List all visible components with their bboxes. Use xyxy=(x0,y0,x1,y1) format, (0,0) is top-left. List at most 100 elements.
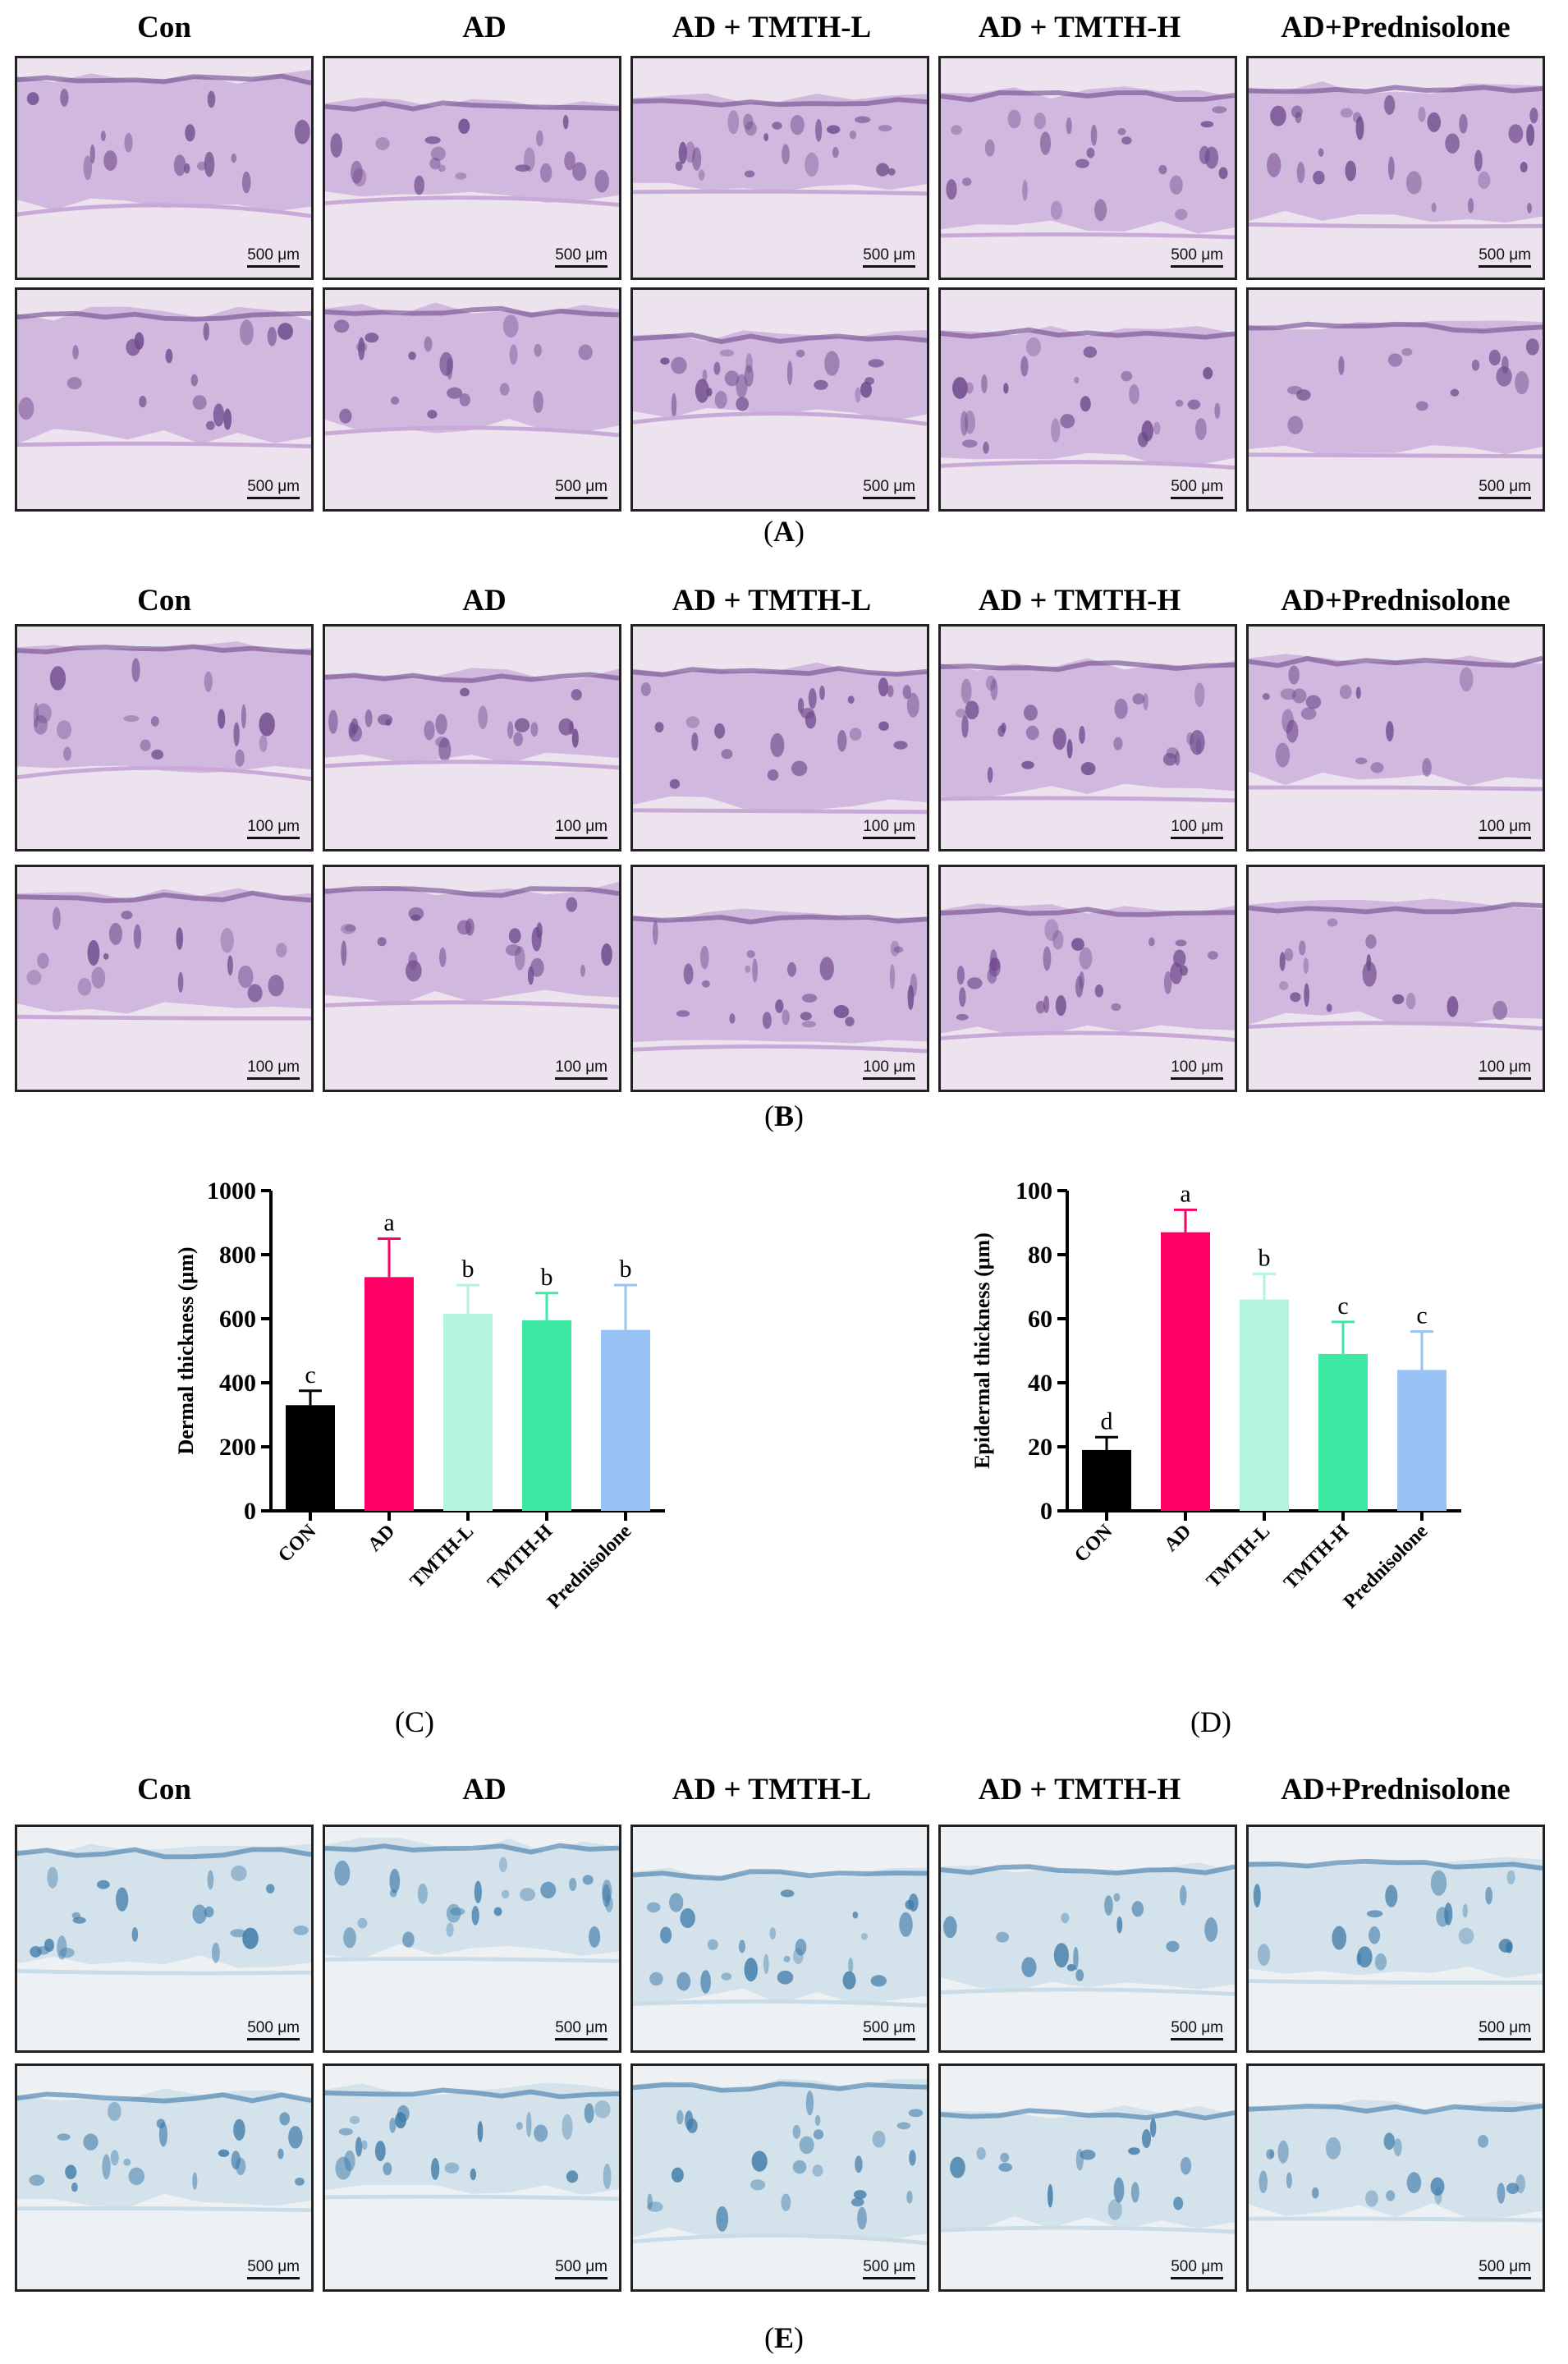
group-header-prednisolone: AD+Prednisolone xyxy=(1281,11,1511,44)
scale-bar: 500 μm xyxy=(247,2258,300,2281)
micrograph-panel: 500 μm xyxy=(1246,56,1545,280)
micrograph-panel: 500 μm xyxy=(15,2063,314,2292)
group-header-tmth-h-b: AD + TMTH-H xyxy=(978,584,1181,617)
scale-bar-line xyxy=(863,2277,915,2279)
tissue-image xyxy=(1249,1857,1543,1985)
scale-bar: 500 μm xyxy=(555,246,607,269)
group-header-tmth-h-e: AD + TMTH-H xyxy=(978,1773,1181,1806)
group-header-tmth-l: AD + TMTH-L xyxy=(672,11,872,44)
micrograph-panel: 500 μm xyxy=(15,1825,314,2053)
scale-bar-label: 100 μm xyxy=(1171,818,1223,835)
scale-bar-label: 500 μm xyxy=(247,2019,300,2036)
scale-bar-line xyxy=(247,265,300,268)
scale-bar-line xyxy=(247,2038,300,2040)
scale-bar-line xyxy=(555,837,607,839)
significance-letter: b xyxy=(541,1264,553,1291)
tissue-image xyxy=(633,2078,927,2246)
scale-bar-label: 500 μm xyxy=(555,2019,607,2036)
micrograph-panel: 500 μm xyxy=(1246,287,1545,512)
significance-letter: a xyxy=(383,1210,394,1237)
scale-bar: 500 μm xyxy=(1479,246,1531,269)
scale-bar-label: 500 μm xyxy=(555,2258,607,2275)
scale-bar-line xyxy=(1479,265,1531,268)
scale-bar: 100 μm xyxy=(863,818,915,841)
significance-letter: b xyxy=(620,1255,632,1283)
scale-bar: 100 μm xyxy=(1171,818,1223,841)
significance-letter: b xyxy=(462,1255,475,1283)
scale-bar-line xyxy=(1171,837,1223,839)
scale-bar-line xyxy=(555,497,607,499)
group-header-prednisolone-e: AD+Prednisolone xyxy=(1281,1773,1511,1806)
y-axis-label: Epidermal thickness (μm) xyxy=(970,1232,994,1469)
scale-bar-label: 100 μm xyxy=(1479,818,1531,835)
micrograph-panel: 100 μm xyxy=(1246,624,1545,851)
tissue-image xyxy=(1249,654,1543,792)
scale-bar-line xyxy=(1479,1077,1531,1080)
tissue-image xyxy=(325,1838,619,1963)
tissue-image xyxy=(17,888,311,1021)
scale-bar: 500 μm xyxy=(247,2019,300,2042)
scale-bar: 500 μm xyxy=(1171,478,1223,501)
scale-bar-label: 500 μm xyxy=(555,246,607,264)
scale-bar-label: 100 μm xyxy=(247,1058,300,1076)
tissue-image xyxy=(17,2088,311,2213)
bar-ad xyxy=(364,1277,414,1511)
scale-bar-line xyxy=(1171,2277,1223,2279)
tissue-image xyxy=(325,2082,619,2201)
micrograph-panel: 500 μm xyxy=(323,56,621,280)
significance-letter: c xyxy=(1416,1302,1427,1329)
y-tick-label: 1000 xyxy=(207,1177,256,1205)
scale-bar-line xyxy=(1171,2038,1223,2040)
tissue-image xyxy=(633,1867,927,2008)
scale-bar-label: 100 μm xyxy=(555,1058,607,1076)
scale-bar: 500 μm xyxy=(863,2258,915,2281)
micrograph-panel: 500 μm xyxy=(630,1825,929,2053)
y-tick-label: 800 xyxy=(219,1242,256,1269)
scale-bar-line xyxy=(1479,497,1531,499)
bar-tmth-l xyxy=(1240,1299,1289,1511)
scale-bar-label: 100 μm xyxy=(555,818,607,835)
scale-bar-line xyxy=(1479,837,1531,839)
micrograph-panel: 100 μm xyxy=(938,624,1237,851)
tissue-image xyxy=(1249,320,1543,459)
scale-bar-line xyxy=(247,1077,300,1080)
group-header-tmth-l-b: AD + TMTH-L xyxy=(672,584,872,617)
scale-bar-label: 500 μm xyxy=(1171,246,1223,264)
scale-bar: 500 μm xyxy=(555,478,607,501)
micrograph-panel: 500 μm xyxy=(938,56,1237,280)
micrograph-panel: 500 μm xyxy=(1246,2063,1545,2292)
scale-bar-label: 100 μm xyxy=(1479,1058,1531,1076)
scale-bar: 100 μm xyxy=(555,1058,607,1081)
scale-bar-label: 500 μm xyxy=(247,2258,300,2275)
y-tick-label: 60 xyxy=(1028,1306,1052,1333)
scale-bar-line xyxy=(1171,497,1223,499)
bar-ad xyxy=(1161,1232,1210,1511)
scale-bar-label: 100 μm xyxy=(1171,1058,1223,1076)
chart-d-epidermal-thickness: 0 20 40 60 80 100 Epidermal thickness (μm) d CON… xyxy=(944,1166,1502,1626)
tissue-image xyxy=(941,1862,1235,1996)
significance-letter: a xyxy=(1180,1180,1190,1207)
figure-section-a: Con AD AD + TMTH-L AD + TMTH-H AD+Predni… xyxy=(0,0,1568,567)
scale-bar: 500 μm xyxy=(863,246,915,269)
caption-d: (D) xyxy=(1190,1705,1231,1738)
bar-tmth-h xyxy=(522,1320,571,1511)
scale-bar-label: 500 μm xyxy=(863,2258,915,2275)
micrograph-panel: 100 μm xyxy=(630,865,929,1092)
scale-bar-label: 500 μm xyxy=(863,2019,915,2036)
tissue-image xyxy=(17,641,311,782)
micrograph-panel: 500 μm xyxy=(1246,1825,1545,2053)
scale-bar-label: 500 μm xyxy=(863,246,915,264)
bar-con xyxy=(286,1405,335,1511)
micrograph-panel: 500 μm xyxy=(630,2063,929,2292)
scale-bar: 500 μm xyxy=(863,2019,915,2042)
scale-bar-label: 500 μm xyxy=(1479,246,1531,264)
scale-bar-line xyxy=(247,497,300,499)
scale-bar-label: 100 μm xyxy=(863,818,915,835)
y-tick-label: 0 xyxy=(244,1498,256,1525)
tissue-image xyxy=(325,881,619,1009)
scale-bar: 100 μm xyxy=(1479,1058,1531,1081)
scale-bar: 500 μm xyxy=(1171,2258,1223,2281)
scale-bar-line xyxy=(863,497,915,499)
tissue-image xyxy=(325,97,619,207)
